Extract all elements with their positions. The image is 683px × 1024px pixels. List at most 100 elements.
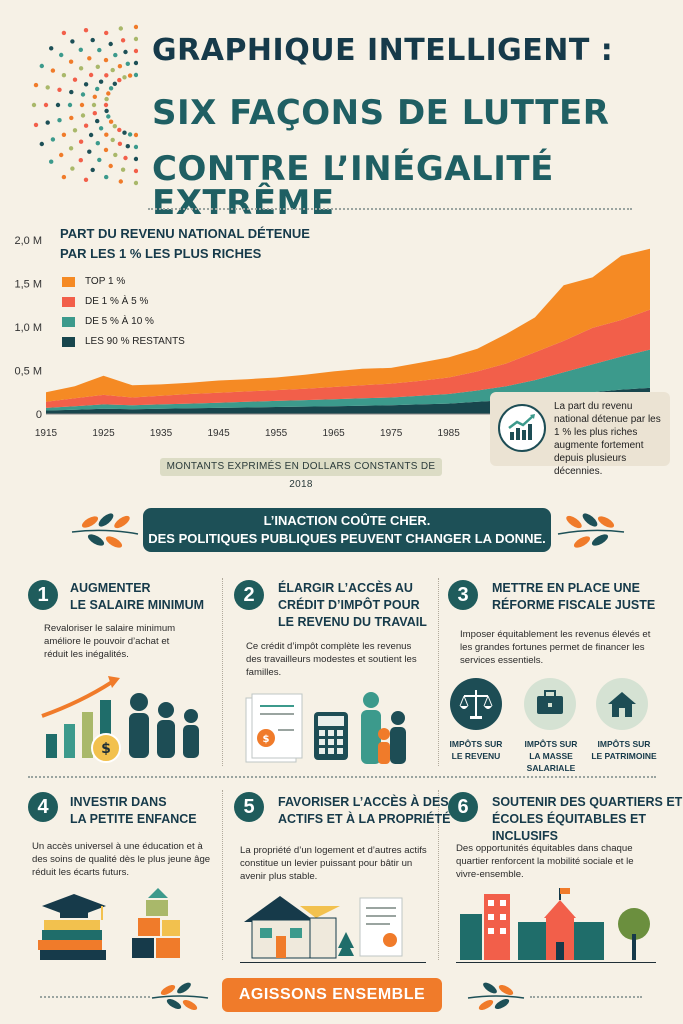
decorative-dot bbox=[90, 37, 95, 43]
neighborhood-school-icon bbox=[460, 888, 650, 960]
house-property-icon bbox=[244, 896, 403, 959]
chart-title: PART DU REVENU NATIONAL DÉTENUE PAR LES … bbox=[60, 226, 310, 261]
decorative-dot bbox=[104, 73, 109, 78]
title-line: ÉCOLES ÉQUITABLES ET INCLUSIFS bbox=[492, 812, 646, 843]
decorative-dot bbox=[103, 147, 109, 153]
tax-label-income: IMPÔTS SUR LE REVENU bbox=[440, 738, 512, 762]
decorative-dot bbox=[43, 102, 49, 108]
decorative-dot bbox=[112, 124, 118, 129]
x-tick-label: 1915 bbox=[35, 428, 58, 439]
x-tick-label: 1965 bbox=[322, 428, 345, 439]
decorative-dot bbox=[117, 77, 122, 83]
briefcase-icon bbox=[524, 678, 576, 730]
callout-text: La part du revenu national détenue par l… bbox=[554, 401, 661, 477]
item6-title: SOUTENIR DES QUARTIERS ET ÉCOLES ÉQUITAB… bbox=[492, 794, 683, 845]
item2-text: Ce crédit d’impôt complète les revenus d… bbox=[246, 641, 417, 678]
chart-legend: TOP 1 % DE 1 % À 5 % DE 5 % À 10 % LES 9… bbox=[62, 276, 185, 347]
decorative-dot bbox=[59, 52, 64, 58]
decorative-dot bbox=[69, 89, 74, 95]
decorative-dot bbox=[123, 49, 128, 55]
title-line: CRÉDIT D’IMPÔT POUR bbox=[278, 598, 420, 612]
x-tick-label: 1935 bbox=[150, 428, 173, 439]
decorative-dot bbox=[49, 46, 54, 51]
decorative-dot bbox=[103, 102, 109, 108]
decorative-dot bbox=[78, 47, 83, 52]
leaf-branch-right-icon bbox=[557, 513, 625, 548]
title-line: INVESTIR DANS bbox=[70, 795, 167, 809]
banner-line1: L’INACTION COÛTE CHER. bbox=[263, 513, 431, 528]
decorative-dot bbox=[61, 174, 67, 180]
legend-swatch bbox=[62, 336, 75, 347]
decorative-dot bbox=[80, 92, 86, 97]
decorative-dot bbox=[118, 26, 124, 31]
ground-line bbox=[456, 962, 656, 963]
decorative-dot bbox=[87, 56, 92, 61]
decorative-dot bbox=[45, 120, 50, 125]
decorative-dot bbox=[133, 60, 138, 66]
title-line: LE SALAIRE MINIMUM bbox=[70, 598, 205, 612]
decorative-dot bbox=[88, 72, 94, 78]
x-tick-label: 1955 bbox=[265, 428, 288, 439]
y-tick-label: 1,5 M bbox=[14, 279, 42, 291]
area-series bbox=[46, 309, 650, 408]
decorative-dot bbox=[113, 52, 118, 58]
act-together-button[interactable]: AGISSONS ENSEMBLE bbox=[222, 978, 442, 1012]
item4-title: INVESTIR DANS LA PETITE ENFANCE bbox=[70, 794, 197, 828]
legend-item-top1: TOP 1 % bbox=[62, 276, 185, 287]
decorative-dot bbox=[106, 114, 111, 119]
title-line: LA PETITE ENFANCE bbox=[70, 812, 197, 826]
legend-item-5to10: DE 5 % À 10 % bbox=[62, 316, 185, 327]
decorative-dot bbox=[95, 86, 100, 92]
decorative-dot bbox=[104, 174, 109, 180]
decorative-dot bbox=[95, 141, 101, 146]
decorative-dot bbox=[133, 36, 138, 42]
decorative-dot bbox=[68, 59, 74, 64]
step-number-1: 1 bbox=[28, 580, 58, 610]
decorative-dot bbox=[108, 119, 114, 124]
decorative-dot bbox=[104, 96, 109, 102]
decorative-dot bbox=[55, 102, 61, 108]
y-tick-label: 0,5 M bbox=[14, 366, 42, 378]
row-separator bbox=[28, 776, 656, 778]
decorative-dot bbox=[123, 155, 128, 161]
caption-line: IMPÔTS SUR bbox=[449, 739, 503, 749]
title-line: SOUTENIR DES QUARTIERS ET bbox=[492, 795, 683, 809]
item5-text: La propriété d’un logement et d’autres a… bbox=[240, 845, 427, 882]
tax-credit-family-icon: $ bbox=[245, 692, 406, 764]
decorative-dot bbox=[31, 102, 37, 108]
decorative-dot bbox=[61, 73, 67, 78]
decorative-dot bbox=[117, 141, 123, 146]
title-line: FAVORISER L’ACCÈS À DES bbox=[278, 795, 449, 809]
decorative-dot bbox=[70, 166, 75, 171]
decorative-dot bbox=[113, 152, 118, 158]
decorative-dot bbox=[92, 94, 98, 100]
decorative-dot bbox=[87, 149, 92, 154]
decorative-dot bbox=[83, 82, 89, 87]
x-tick-label: 1945 bbox=[207, 428, 230, 439]
item2-title: ÉLARGIR L’ACCÈS AU CRÉDIT D’IMPÔT POUR L… bbox=[278, 580, 427, 631]
decorative-dot bbox=[133, 156, 138, 162]
decorative-dot bbox=[59, 152, 64, 158]
leaf-branch-left-icon bbox=[151, 982, 209, 1011]
decorative-dot bbox=[92, 111, 98, 116]
decorative-dot bbox=[57, 118, 62, 123]
decorative-dot bbox=[39, 63, 44, 69]
decorative-dot bbox=[33, 122, 39, 128]
decorative-dot bbox=[104, 132, 109, 137]
legend-label: LES 90 % RESTANTS bbox=[85, 336, 185, 347]
decorative-dot bbox=[67, 102, 73, 108]
decorative-dot bbox=[122, 75, 127, 80]
step-number-2: 2 bbox=[234, 580, 264, 610]
decorative-dot bbox=[133, 132, 138, 138]
legend-label: TOP 1 % bbox=[85, 276, 126, 287]
decorative-dot bbox=[70, 39, 75, 44]
item1-title: AUGMENTER LE SALAIRE MINIMUM bbox=[70, 580, 204, 614]
decorative-dot bbox=[83, 123, 89, 128]
decorative-dot bbox=[106, 91, 111, 96]
column-separator bbox=[222, 790, 223, 960]
decorative-dot bbox=[80, 113, 86, 118]
decorative-dot bbox=[97, 47, 102, 53]
decorative-dot bbox=[122, 130, 127, 135]
y-tick-label: 1,0 M bbox=[14, 322, 42, 334]
decorative-dot bbox=[83, 177, 89, 182]
